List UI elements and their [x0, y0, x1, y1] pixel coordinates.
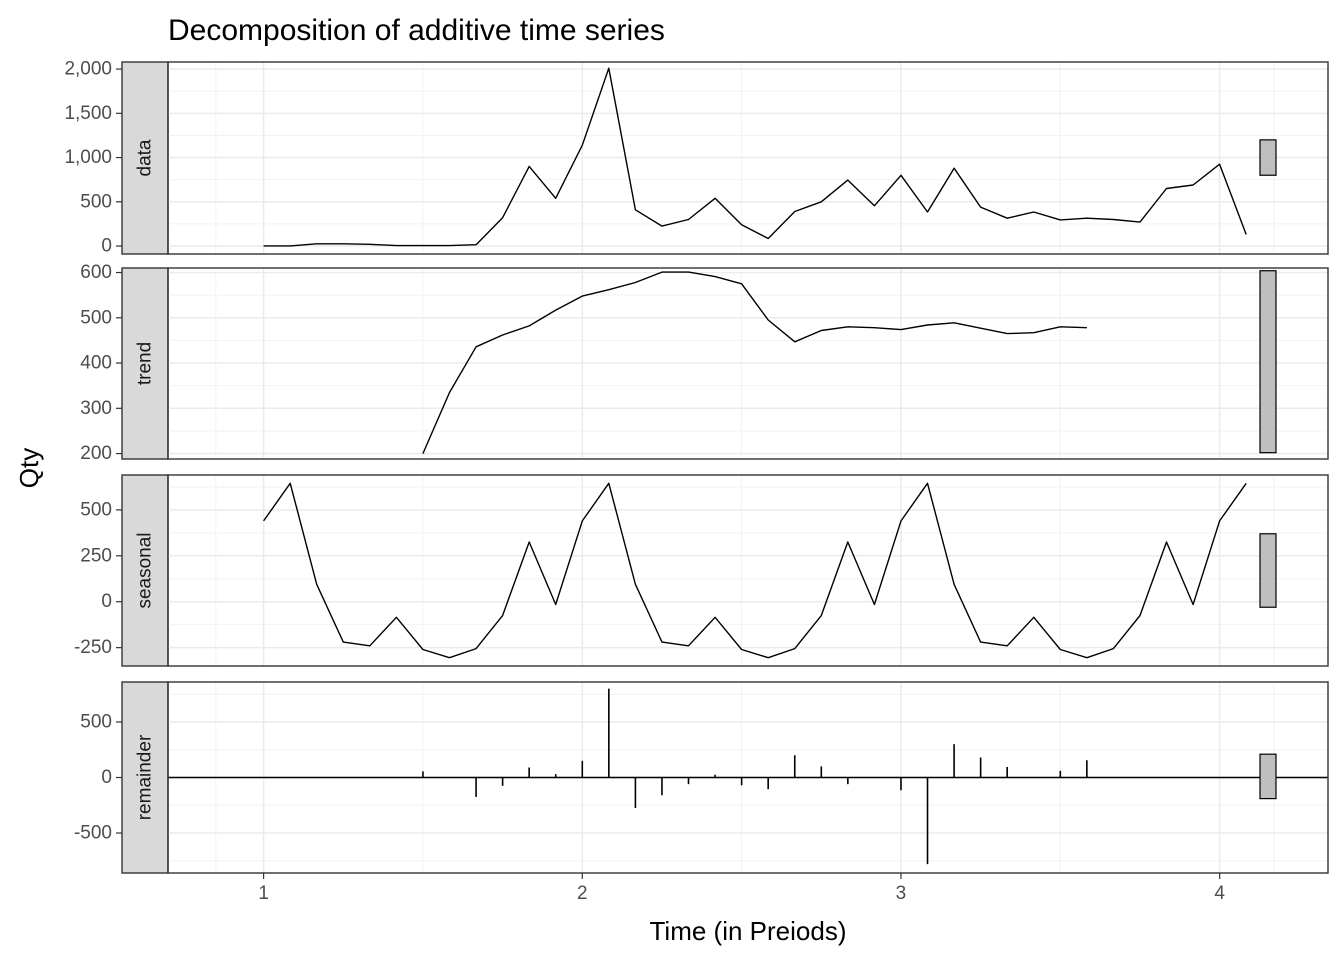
series-line-trend	[422, 271, 1087, 454]
panel-border-seasonal	[167, 474, 1329, 667]
y-tick-label: 300	[80, 398, 112, 419]
y-axis-title: Qty	[14, 448, 44, 488]
strip-data	[121, 61, 169, 255]
y-tick-label: 0	[101, 591, 112, 612]
y-tick-label: 400	[80, 353, 112, 374]
panels: data 0 500 1,000 1,500 2,000 trend 200 300 400 500…	[64, 59, 1329, 874]
strip-seasonal	[121, 474, 169, 667]
y-tick-label: 500	[80, 307, 112, 328]
scale-bar-data	[1259, 139, 1277, 176]
strip-label-seasonal: seasonal	[135, 532, 156, 608]
y-tick-label: 500	[80, 191, 112, 212]
y-tick-label: 2,000	[64, 59, 112, 80]
panel-remainder: remainder -500 0 500	[74, 681, 1329, 874]
panel-data: data 0 500 1,000 1,500 2,000	[64, 59, 1329, 257]
panel-border-remainder	[167, 681, 1329, 874]
y-tick-label: 0	[101, 236, 112, 257]
y-tick-label: 200	[80, 443, 112, 464]
y-tick-label: 500	[80, 711, 112, 732]
strip-label-data: data	[135, 139, 156, 176]
strip-label-remainder: remainder	[135, 734, 156, 820]
x-tick-label: 3	[896, 883, 907, 904]
scale-bar-trend	[1259, 270, 1277, 454]
y-tick-label: -250	[74, 637, 112, 658]
y-tick-label: 1,500	[64, 103, 112, 124]
scale-bar-seasonal	[1259, 533, 1277, 608]
scale-bar-remainder	[1259, 753, 1277, 800]
strip-label-trend: trend	[135, 342, 156, 385]
panel-trend: trend 200 300 400 500 600	[80, 262, 1329, 464]
y-tick-label: 500	[80, 499, 112, 520]
series-line-data	[263, 67, 1247, 247]
chart-title: Decomposition of additive time series	[168, 14, 665, 47]
series-line-seasonal	[263, 482, 1247, 659]
y-tick-label: -500	[74, 823, 112, 844]
strip-trend	[121, 267, 169, 460]
y-tick-label: 250	[80, 545, 112, 566]
panel-border-trend	[167, 267, 1329, 460]
panel-border-data	[167, 61, 1329, 255]
x-tick-label: 2	[577, 883, 588, 904]
y-tick-label: 600	[80, 262, 112, 283]
panel-seasonal: seasonal -250 0 250 500	[74, 474, 1329, 667]
x-axis: 1 2 3 4	[258, 873, 1225, 904]
x-tick-label: 1	[258, 883, 269, 904]
y-tick-label: 1,000	[64, 147, 112, 168]
y-tick-label: 0	[101, 767, 112, 788]
x-axis-title: Time (in Preiods)	[650, 916, 847, 946]
x-tick-label: 4	[1214, 883, 1225, 904]
